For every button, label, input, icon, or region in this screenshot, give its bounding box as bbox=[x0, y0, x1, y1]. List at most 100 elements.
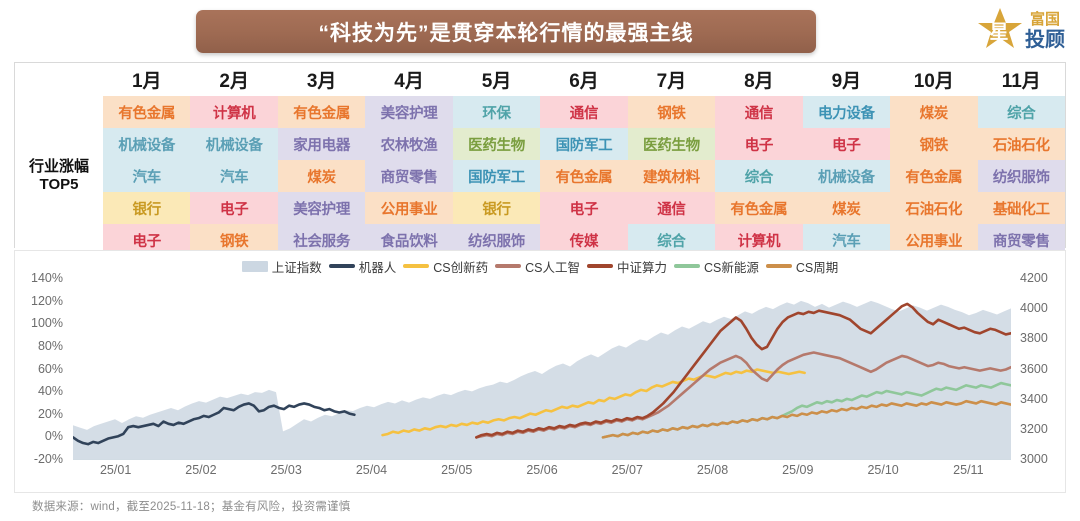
month-header-3: 3月 bbox=[277, 63, 366, 96]
series-line-机器人 bbox=[73, 402, 356, 446]
industry-cell: 国防军工 bbox=[452, 160, 541, 192]
x-tick: 25/03 bbox=[270, 463, 302, 477]
series-line-CS周期 bbox=[601, 399, 1011, 439]
industry-cell: 电力设备 bbox=[802, 96, 891, 128]
industry-cell: 机械设备 bbox=[103, 128, 191, 160]
svg-text:富国: 富国 bbox=[1030, 10, 1060, 28]
x-tick: 25/02 bbox=[185, 463, 217, 477]
table-header-row: 1月 2月 3月 4月 5月 6月 7月 8月 9月 10月 11月 bbox=[15, 63, 1065, 96]
industry-cell: 美容护理 bbox=[277, 192, 366, 224]
legend-swatch bbox=[328, 264, 355, 268]
left-tick: 0% bbox=[44, 429, 63, 444]
right-tick: 3000 bbox=[1020, 452, 1048, 466]
star-icon: 星 富国 投顾 bbox=[978, 8, 1065, 51]
industry-cell: 有色金属 bbox=[103, 96, 191, 128]
industry-cell: 环保 bbox=[452, 96, 541, 128]
industry-cell: 纺织服饰 bbox=[977, 160, 1065, 192]
industry-cell: 电子 bbox=[540, 192, 628, 224]
legend-item-CS新能源[interactable]: CS新能源 bbox=[674, 257, 759, 276]
x-tick: 25/08 bbox=[696, 463, 729, 477]
legend-item-CS人工智[interactable]: CS人工智 bbox=[495, 257, 580, 276]
industry-cell: 煤炭 bbox=[802, 192, 891, 224]
chart-legend: 上证指数 机器人 CS创新药 CS人工智 中证算力 CS新能源 CS周期 bbox=[15, 257, 1065, 275]
industry-cell: 煤炭 bbox=[277, 160, 366, 192]
month-header-11: 11月 bbox=[977, 63, 1065, 96]
table-corner bbox=[15, 63, 103, 96]
industry-cell: 电子 bbox=[190, 192, 278, 224]
left-tick: 40% bbox=[37, 384, 63, 399]
industry-cell: 基础化工 bbox=[977, 192, 1065, 224]
x-tick: 25/06 bbox=[526, 463, 558, 477]
month-header-6: 6月 bbox=[540, 63, 628, 96]
legend-item-机器人[interactable]: 机器人 bbox=[328, 257, 397, 276]
industry-cell: 煤炭 bbox=[890, 96, 978, 128]
industry-cell: 汽车 bbox=[190, 160, 278, 192]
left-tick: 100% bbox=[31, 316, 63, 331]
legend-item-CS创新药[interactable]: CS创新药 bbox=[403, 257, 488, 276]
x-tick: 25/05 bbox=[441, 463, 473, 477]
industry-cell: 综合 bbox=[715, 160, 803, 192]
industry-cell: 通信 bbox=[715, 96, 803, 128]
right-tick: 4000 bbox=[1020, 301, 1048, 316]
right-tick: 3800 bbox=[1020, 331, 1048, 346]
right-tick: 3200 bbox=[1020, 421, 1048, 436]
industry-cell: 医药生物 bbox=[627, 128, 716, 160]
industry-cell: 美容护理 bbox=[365, 96, 453, 128]
industry-cell: 综合 bbox=[977, 96, 1065, 128]
legend-label: 上证指数 bbox=[271, 260, 322, 275]
industry-cell: 电子 bbox=[715, 128, 803, 160]
right-axis: 3000 3200 3400 3600 3800 4000 4200 bbox=[1013, 271, 1069, 466]
legend-item-CS周期[interactable]: CS周期 bbox=[765, 257, 839, 276]
industry-cell: 通信 bbox=[627, 192, 716, 224]
title-plate: “科技为先”是贯穿本轮行情的最强主线 bbox=[196, 10, 816, 53]
industry-cell: 计算机 bbox=[190, 96, 278, 128]
x-tick: 25/11 bbox=[953, 463, 984, 477]
month-header-4: 4月 bbox=[365, 63, 453, 96]
legend-swatch bbox=[674, 264, 701, 268]
industry-cell: 农林牧渔 bbox=[365, 128, 453, 160]
industry-cell: 钢铁 bbox=[890, 128, 978, 160]
month-header-9: 9月 bbox=[802, 63, 891, 96]
table-row: 机械设备 机械设备 家用电器 农林牧渔 医药生物 国防军工 医药生物 电子 电子 钢铁 石油石化 bbox=[15, 128, 1065, 160]
x-axis: 25/01 25/02 25/03 25/04 25/05 25/06 25/07 25/08… bbox=[73, 463, 1011, 483]
table-row: 行业涨幅 TOP5 有色金属 计算机 有色金属 美容护理 环保 通信 钢铁 通信 电力设备 煤炭 综合 bbox=[15, 96, 1065, 256]
legend-label: CS创新药 bbox=[433, 260, 489, 275]
industry-cell: 公用事业 bbox=[365, 192, 453, 224]
legend-swatch bbox=[495, 264, 522, 268]
month-header-2: 2月 bbox=[190, 63, 278, 96]
industry-cell: 机械设备 bbox=[190, 128, 278, 160]
industry-cell: 有色金属 bbox=[540, 160, 628, 192]
industry-cell: 银行 bbox=[452, 192, 541, 224]
table-row: 汽车 汽车 煤炭 商贸零售 国防军工 有色金属 建筑材料 综合 机械设备 有色金属 纺织服饰 bbox=[15, 160, 1065, 192]
left-tick: 120% bbox=[31, 293, 63, 308]
series-line-CS创新药 bbox=[381, 368, 806, 437]
right-tick: 4200 bbox=[1020, 271, 1048, 285]
x-tick: 25/07 bbox=[611, 463, 643, 477]
x-tick: 25/01 bbox=[99, 463, 132, 477]
legend-swatch bbox=[403, 264, 430, 268]
chart-plot-area bbox=[73, 279, 1011, 460]
industry-cell: 商贸零售 bbox=[365, 160, 453, 192]
legend-label: 机器人 bbox=[358, 260, 397, 275]
series-line-中证算力 bbox=[475, 302, 1011, 439]
month-header-1: 1月 bbox=[103, 63, 191, 96]
legend-label: CS周期 bbox=[795, 260, 839, 275]
legend-swatch bbox=[587, 264, 613, 268]
industry-cell: 石油石化 bbox=[890, 192, 978, 224]
table-row: 银行 电子 美容护理 公用事业 银行 电子 通信 有色金属 煤炭 石油石化 基础化工 bbox=[15, 192, 1065, 224]
left-tick: -20% bbox=[33, 452, 63, 466]
industry-cell: 钢铁 bbox=[627, 96, 716, 128]
series-area-上证指数 bbox=[73, 300, 1011, 460]
table-body: 行业涨幅 TOP5 有色金属 计算机 有色金属 美容护理 环保 通信 钢铁 通信 电力设备 煤炭 综合机… bbox=[15, 96, 1065, 256]
legend-item-上证指数[interactable]: 上证指数 bbox=[241, 257, 322, 276]
month-header-10: 10月 bbox=[890, 63, 978, 96]
x-tick: 25/10 bbox=[867, 463, 899, 477]
legend-item-中证算力[interactable]: 中证算力 bbox=[587, 257, 667, 276]
legend-label: 中证算力 bbox=[617, 260, 668, 275]
brand-logo: 星 富国 投顾 bbox=[970, 4, 1066, 54]
industry-cell: 机械设备 bbox=[802, 160, 891, 192]
legend-swatch bbox=[241, 260, 268, 272]
svg-text:投顾: 投顾 bbox=[1025, 27, 1065, 51]
month-header-8: 8月 bbox=[715, 63, 803, 96]
left-tick: 140% bbox=[31, 271, 63, 285]
